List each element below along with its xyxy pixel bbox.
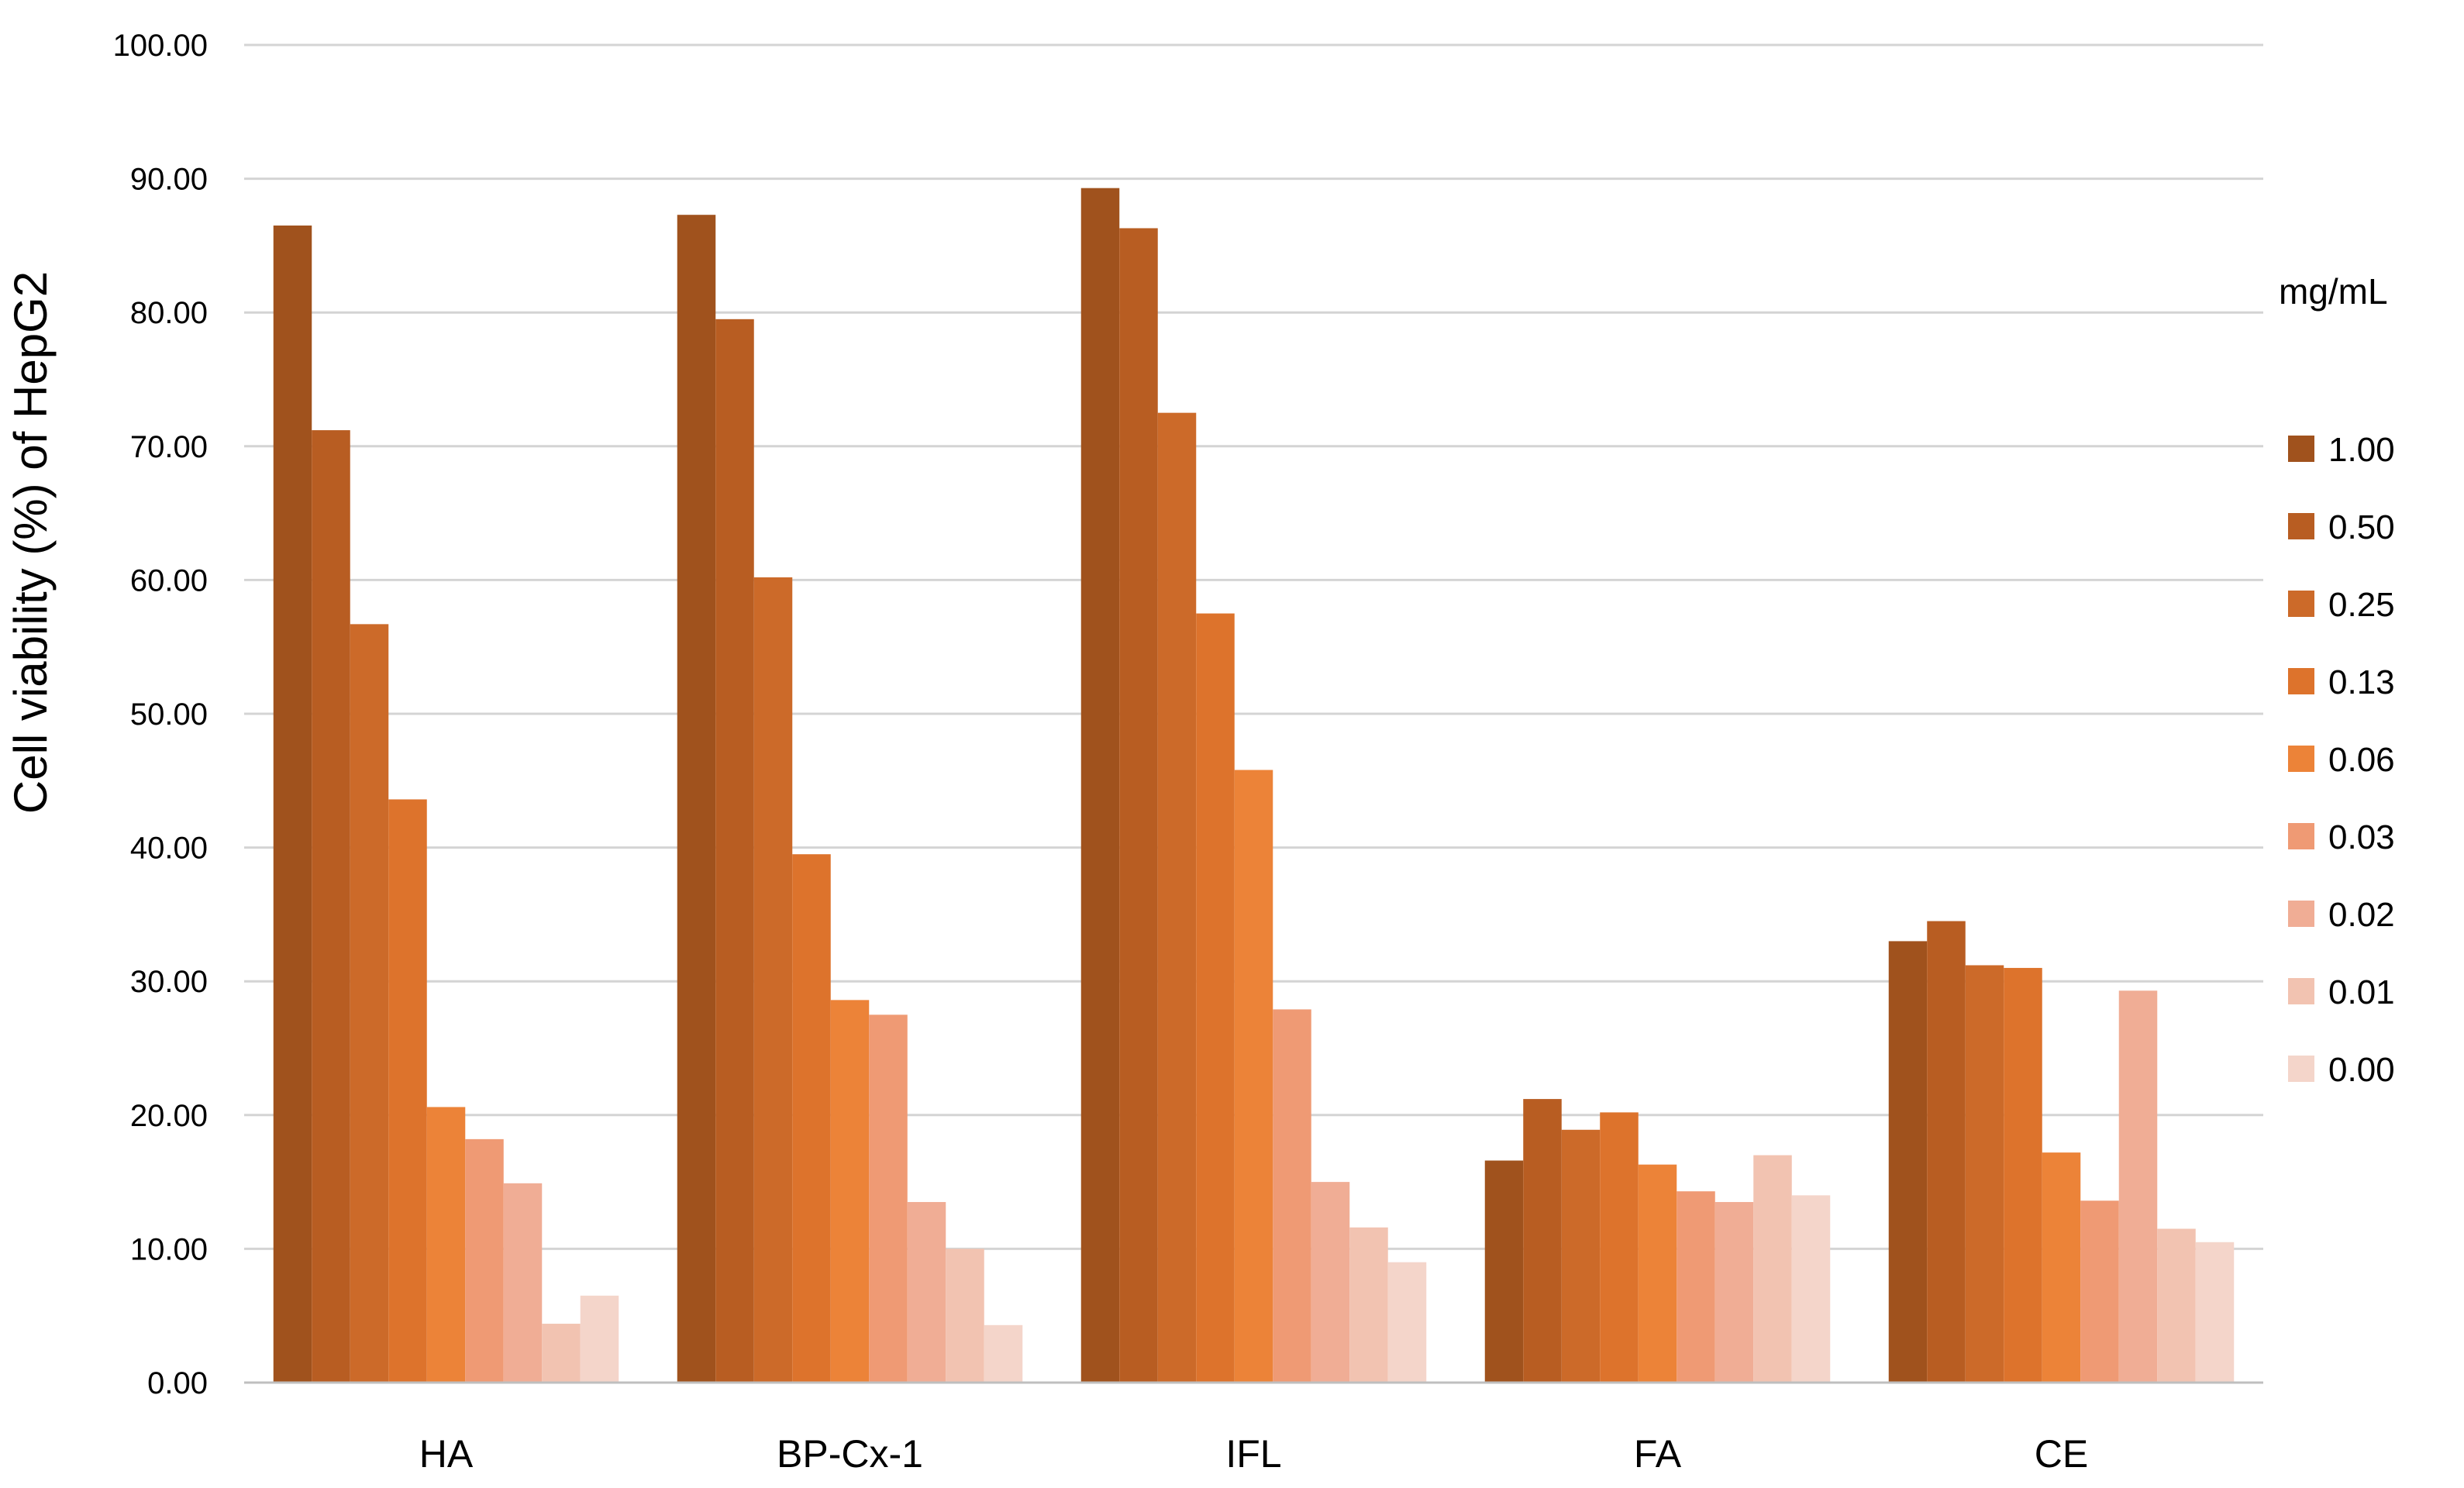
bar-BP-Cx-1-0.02 <box>907 1201 946 1383</box>
bar-CE-0.02 <box>2118 990 2158 1383</box>
bar-CE-0.25 <box>1965 965 2004 1383</box>
bar-HA-0.00 <box>580 1295 619 1383</box>
bar-HA-0.25 <box>350 624 389 1383</box>
legend-label: 0.03 <box>2328 818 2395 856</box>
bar-BP-Cx-1-0.01 <box>946 1249 984 1383</box>
bar-FA-1.00 <box>1484 1160 1524 1383</box>
bar-HA-1.00 <box>273 226 312 1383</box>
legend-label: 1.00 <box>2328 431 2395 469</box>
y-tick-label: 70.00 <box>130 430 208 464</box>
bar-HA-0.13 <box>388 799 427 1383</box>
bar-BP-Cx-1-0.06 <box>830 1000 870 1383</box>
bar-HA-0.02 <box>503 1183 543 1383</box>
x-tick-label: FA <box>1634 1432 1682 1476</box>
bar-FA-0.02 <box>1714 1201 1754 1383</box>
y-tick-label: 100.00 <box>113 29 208 63</box>
y-tick-label: 40.00 <box>130 832 208 866</box>
x-tick-label: IFL <box>1225 1432 1281 1476</box>
bar-BP-Cx-1-0.25 <box>753 577 793 1383</box>
bar-IFL-0.06 <box>1234 770 1273 1383</box>
legend-label: 0.01 <box>2328 973 2395 1011</box>
bar-BP-Cx-1-0.50 <box>715 319 754 1383</box>
legend-swatch <box>2288 746 2314 772</box>
bar-FA-0.50 <box>1523 1099 1562 1383</box>
bar-FA-0.13 <box>1600 1112 1639 1383</box>
legend-label: 0.13 <box>2328 663 2395 701</box>
legend-swatch <box>2288 901 2314 927</box>
bar-CE-0.13 <box>2004 967 2042 1383</box>
bar-HA-0.01 <box>542 1324 581 1383</box>
legend-swatch <box>2288 591 2314 617</box>
legend-swatch <box>2288 668 2314 694</box>
y-axis-label: Cell viability (%) of HepG2 <box>5 271 57 814</box>
bar-IFL-1.00 <box>1080 188 1120 1383</box>
bar-CE-0.00 <box>2195 1242 2235 1383</box>
x-tick-label: HA <box>419 1432 474 1476</box>
legend-swatch <box>2288 436 2314 462</box>
bar-IFL-0.00 <box>1387 1262 1427 1383</box>
bar-FA-0.25 <box>1561 1129 1601 1383</box>
bar-IFL-0.50 <box>1119 228 1158 1383</box>
y-tick-label: 10.00 <box>130 1232 208 1266</box>
legend-label: 0.06 <box>2328 741 2395 779</box>
y-tick-label: 90.00 <box>130 163 208 197</box>
bar-IFL-0.13 <box>1196 613 1235 1383</box>
bar-FA-0.03 <box>1677 1191 1715 1383</box>
bar-CE-0.50 <box>1927 921 1966 1383</box>
gridlines <box>244 43 2263 1250</box>
bar-HA-0.06 <box>426 1107 466 1383</box>
legend-label: 0.02 <box>2328 896 2395 934</box>
x-tick-label: BP-Cx-1 <box>777 1432 923 1476</box>
legend-label: 0.00 <box>2328 1051 2395 1089</box>
axes: 0.00 10.00 20.00 30.00 40.00 50.00 60.00 70.00 8… <box>113 29 2263 1476</box>
y-tick-label: 60.00 <box>130 563 208 598</box>
bar-IFL-0.03 <box>1273 1009 1311 1383</box>
bar-BP-Cx-1-1.00 <box>677 215 716 1383</box>
y-tick-label: 80.00 <box>130 296 208 330</box>
legend-label: 0.25 <box>2328 586 2395 624</box>
bar-FA-0.01 <box>1753 1155 1792 1383</box>
y-tick-label: 50.00 <box>130 698 208 732</box>
bar-FA-0.06 <box>1638 1164 1677 1383</box>
legend: mg/mL 1.00 0.50 0.25 0.13 0.06 0.03 0.02 0.01 0.… <box>2279 271 2395 1089</box>
bars <box>273 188 2235 1383</box>
bar-FA-0.00 <box>1791 1195 1831 1383</box>
y-tick-label: 30.00 <box>130 965 208 999</box>
bar-HA-0.03 <box>465 1138 504 1383</box>
bar-CE-0.06 <box>2042 1152 2081 1383</box>
y-tick-label: 0.00 <box>147 1366 208 1400</box>
bar-CE-0.03 <box>2080 1200 2119 1383</box>
bar-CE-0.01 <box>2157 1228 2196 1383</box>
legend-swatch <box>2288 978 2314 1004</box>
bar-IFL-0.01 <box>1349 1227 1388 1383</box>
y-tick-label: 20.00 <box>130 1099 208 1133</box>
bar-BP-Cx-1-0.00 <box>984 1324 1023 1383</box>
legend-label: 0.50 <box>2328 508 2395 546</box>
bar-BP-Cx-1-0.13 <box>792 854 831 1383</box>
bar-HA-0.50 <box>312 430 350 1383</box>
bar-IFL-0.25 <box>1157 412 1197 1383</box>
bar-BP-Cx-1-0.03 <box>869 1014 908 1383</box>
legend-swatch <box>2288 1056 2314 1082</box>
legend-title: mg/mL <box>2279 271 2388 312</box>
bar-CE-1.00 <box>1888 941 1928 1383</box>
bar-IFL-0.02 <box>1311 1182 1350 1383</box>
legend-swatch <box>2288 823 2314 849</box>
legend-swatch <box>2288 513 2314 539</box>
x-tick-label: CE <box>2035 1432 2088 1476</box>
